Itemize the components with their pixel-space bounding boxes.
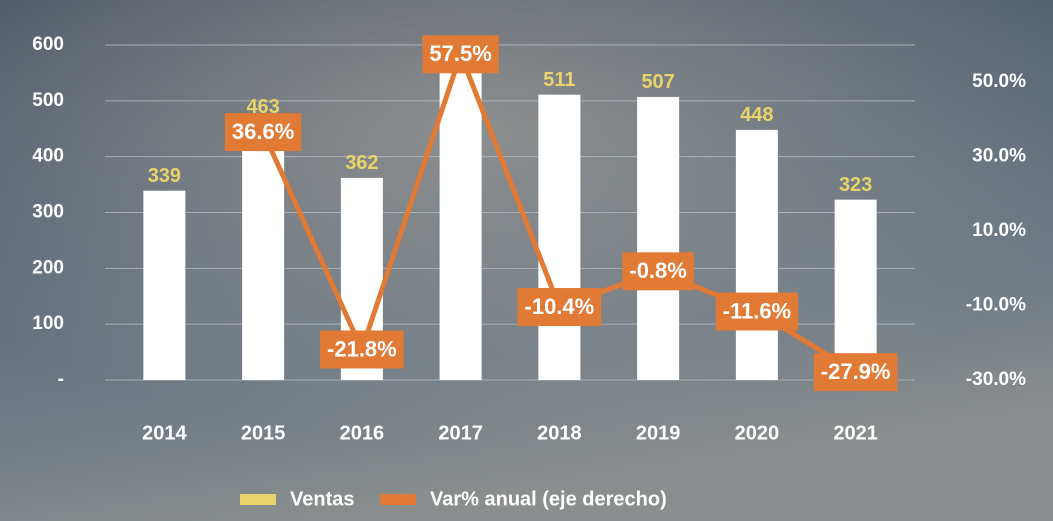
y-tick-label: - <box>58 369 64 390</box>
y2-tick-label: 50.0% <box>972 71 1026 92</box>
legend-label: Ventas <box>290 488 354 510</box>
bar <box>637 96 680 381</box>
x-tick-label: 2016 <box>340 422 385 444</box>
line-label-box <box>224 113 302 152</box>
line-value-label: -11.6% <box>723 298 792 323</box>
y-tick-label: 100 <box>32 313 64 334</box>
x-tick-label: 2014 <box>142 422 187 444</box>
line-value-label: 57.5% <box>429 41 491 66</box>
x-tick-label: 2017 <box>438 422 483 444</box>
line-value-label: -21.8% <box>327 336 397 361</box>
bar <box>735 129 778 380</box>
legend-swatch <box>380 494 416 505</box>
line-value-label: -0.8% <box>629 258 686 283</box>
x-tick-label: 2020 <box>735 422 780 444</box>
line-label-box <box>813 353 898 392</box>
bar-value-label: 511 <box>543 69 575 91</box>
x-tick-label: 2015 <box>241 422 286 444</box>
y-tick-label: 500 <box>32 90 64 111</box>
line-value-label: -27.9% <box>821 359 891 384</box>
bar-value-label: 448 <box>740 104 773 126</box>
x-tick-label: 2018 <box>537 422 582 444</box>
y-tick-label: 600 <box>32 34 64 55</box>
line-label-box <box>622 252 694 291</box>
bar-value-label: 507 <box>641 71 674 93</box>
bar <box>143 190 186 380</box>
y2-tick-label: -30.0% <box>966 369 1026 390</box>
bar <box>439 61 482 380</box>
legend-swatch <box>240 494 276 505</box>
bar <box>538 94 581 381</box>
y-tick-label: 400 <box>32 146 64 167</box>
line-value-label: -10.4% <box>525 294 595 319</box>
bar-value-label: 323 <box>839 174 872 196</box>
line-value-label: 36.6% <box>232 119 294 144</box>
bar-value-label: 362 <box>345 152 378 174</box>
bar <box>834 199 877 380</box>
x-tick-label: 2019 <box>636 422 681 444</box>
line-label-box <box>517 288 602 327</box>
y2-tick-label: -10.0% <box>966 295 1026 316</box>
y-tick-label: 200 <box>32 257 64 278</box>
y2-tick-label: 10.0% <box>972 220 1026 241</box>
line-label-box <box>422 35 499 74</box>
y2-tick-label: 30.0% <box>972 146 1026 167</box>
line-label-box <box>320 330 404 369</box>
x-tick-label: 2021 <box>833 422 878 444</box>
bar-value-label: 339 <box>148 165 181 187</box>
bar-value-label: 463 <box>246 96 279 118</box>
legend-label: Var% anual (eje derecho) <box>430 488 667 510</box>
y-tick-label: 300 <box>32 202 64 223</box>
line-label-box <box>715 292 799 331</box>
